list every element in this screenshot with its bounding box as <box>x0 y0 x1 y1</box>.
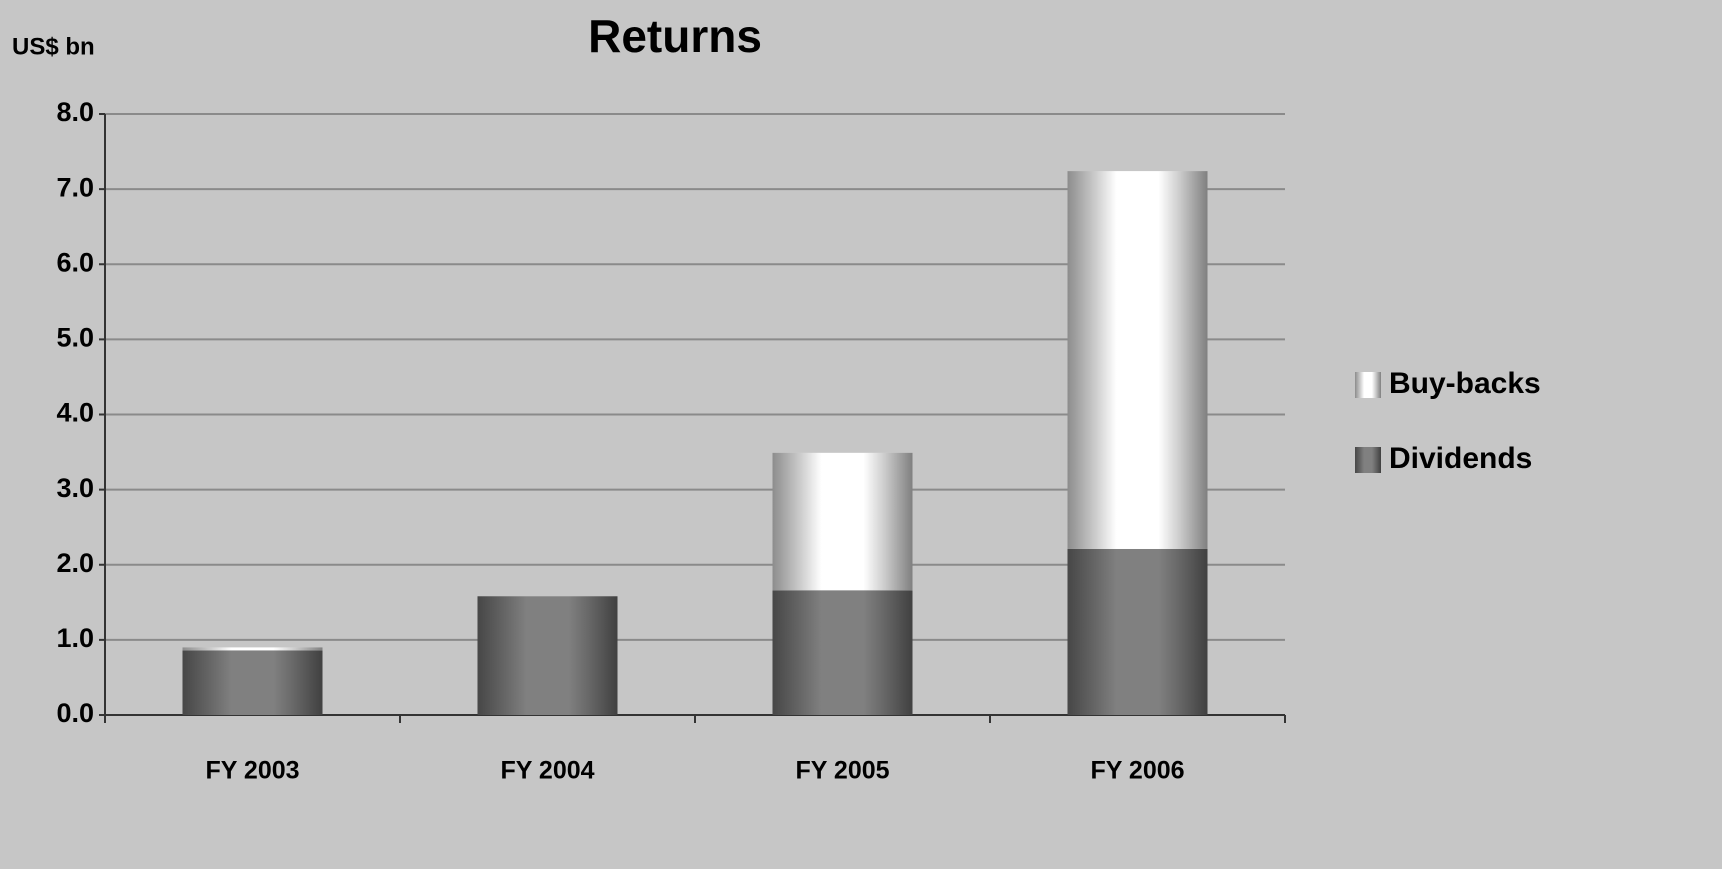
y-tick-label: 5.0 <box>56 323 94 353</box>
bar-shade <box>1067 548 1208 715</box>
x-tick-label: FY 2004 <box>500 757 594 785</box>
y-tick-label: 2.0 <box>56 548 94 578</box>
legend-swatch-shade <box>1355 372 1381 398</box>
bar-shade <box>1067 171 1208 549</box>
y-tick-label: 1.0 <box>56 623 94 653</box>
y-axis-label: US$ bn <box>12 33 95 60</box>
chart-title: Returns <box>588 10 762 62</box>
y-tick-label: 3.0 <box>56 473 94 503</box>
x-tick-label: FY 2003 <box>205 757 299 785</box>
y-tick-label: 8.0 <box>56 97 94 127</box>
legend-label: Dividends <box>1389 442 1532 475</box>
bar-shade <box>772 590 913 715</box>
bar-shade <box>182 647 323 651</box>
y-tick-label: 4.0 <box>56 398 94 428</box>
bar-shade <box>182 650 323 715</box>
y-tick-label: 6.0 <box>56 247 94 277</box>
legend-label: Buy-backs <box>1389 367 1541 400</box>
x-tick-label: FY 2005 <box>795 757 889 785</box>
bar-shade <box>772 452 913 591</box>
y-tick-label: 0.0 <box>56 698 94 728</box>
bar-shade <box>477 596 618 715</box>
legend-swatch-shade <box>1355 447 1381 473</box>
x-tick-label: FY 2006 <box>1090 757 1184 785</box>
y-tick-label: 7.0 <box>56 172 94 202</box>
